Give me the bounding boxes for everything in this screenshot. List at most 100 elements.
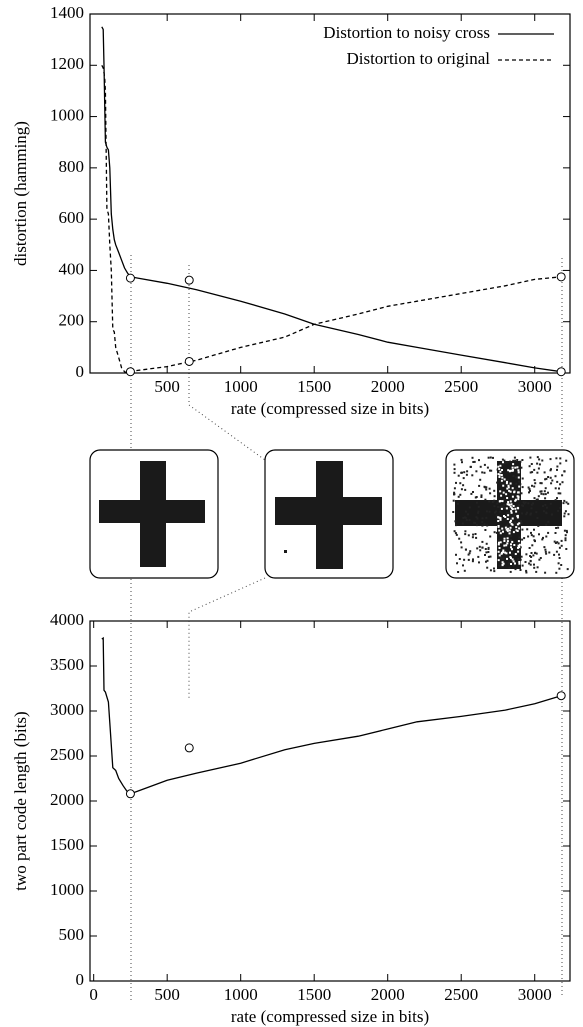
speck: [536, 498, 539, 501]
speck: [506, 461, 509, 464]
speck: [538, 533, 540, 536]
speck: [547, 476, 550, 478]
speck: [563, 470, 566, 473]
speck: [519, 546, 522, 549]
speck: [455, 481, 457, 484]
speck: [503, 544, 506, 547]
speck: [526, 511, 528, 514]
speck: [475, 536, 478, 539]
speck: [478, 459, 480, 462]
speck: [477, 511, 480, 514]
speck: [468, 519, 471, 521]
speck: [528, 562, 531, 565]
speck: [553, 540, 556, 543]
speck: [518, 536, 521, 539]
speck: [472, 461, 475, 463]
speck: [558, 546, 561, 549]
speck: [498, 529, 501, 532]
speck: [565, 548, 568, 550]
speck: [507, 479, 510, 482]
speck: [559, 457, 562, 460]
speck: [528, 547, 531, 549]
speck: [556, 480, 559, 483]
speck: [499, 510, 502, 513]
speck: [458, 558, 461, 560]
speck: [505, 542, 507, 544]
speck: [472, 533, 475, 536]
speck: [549, 469, 552, 472]
speck: [514, 554, 517, 557]
speck: [567, 502, 570, 505]
x-axis-label: rate (compressed size in bits): [231, 1007, 429, 1026]
speck: [539, 557, 542, 559]
speck: [481, 524, 484, 527]
speck: [516, 466, 519, 469]
speck: [471, 456, 474, 459]
speck: [531, 484, 533, 487]
speck: [480, 496, 483, 498]
y-tick-label: 1000: [50, 105, 84, 124]
speck: [493, 499, 496, 502]
speck: [529, 513, 532, 516]
speck: [513, 456, 516, 459]
speck: [545, 512, 548, 515]
speck: [490, 469, 493, 472]
speck: [498, 468, 501, 470]
speck: [530, 534, 533, 537]
speck: [532, 554, 535, 557]
speck: [487, 548, 490, 550]
speck: [512, 560, 515, 563]
speck: [453, 487, 456, 490]
speck: [497, 543, 500, 546]
speck: [535, 498, 538, 501]
speck: [536, 462, 539, 465]
point-marker: [125, 367, 135, 377]
speck: [514, 562, 516, 565]
speck: [537, 467, 540, 470]
speck: [507, 514, 510, 517]
speck: [477, 510, 480, 513]
speck: [453, 530, 456, 533]
speck: [503, 478, 506, 481]
speck: [525, 553, 528, 556]
point-marker: [556, 367, 566, 377]
speck: [511, 517, 514, 520]
speck: [514, 568, 517, 571]
speck: [501, 458, 504, 461]
speck: [541, 459, 544, 462]
speck: [511, 495, 514, 498]
speck: [518, 522, 521, 525]
speck: [544, 550, 547, 553]
speck: [522, 501, 525, 504]
speck: [505, 513, 508, 516]
speck: [464, 516, 466, 519]
speck: [487, 546, 490, 549]
speck: [503, 507, 506, 509]
connector: [188, 265, 266, 461]
speck: [528, 488, 531, 491]
speck: [558, 567, 561, 570]
connectors: [130, 255, 563, 1000]
speck: [488, 487, 491, 490]
speck: [506, 540, 509, 543]
speck: [508, 529, 511, 532]
point-marker: [184, 743, 194, 753]
speck: [515, 510, 518, 513]
speck: [559, 506, 562, 509]
speck: [507, 527, 509, 530]
speck: [483, 485, 486, 488]
speck: [501, 564, 504, 567]
speck: [485, 488, 488, 491]
speck: [544, 478, 547, 481]
speck: [469, 550, 472, 553]
speck: [489, 555, 492, 558]
speck: [518, 562, 521, 565]
x-tick-label: 1000: [224, 985, 258, 1004]
speck: [510, 510, 513, 513]
speck: [520, 492, 523, 495]
speck: [499, 518, 502, 521]
speck: [558, 553, 560, 556]
speck: [500, 565, 503, 568]
speck: [518, 527, 521, 530]
speck: [501, 505, 504, 508]
